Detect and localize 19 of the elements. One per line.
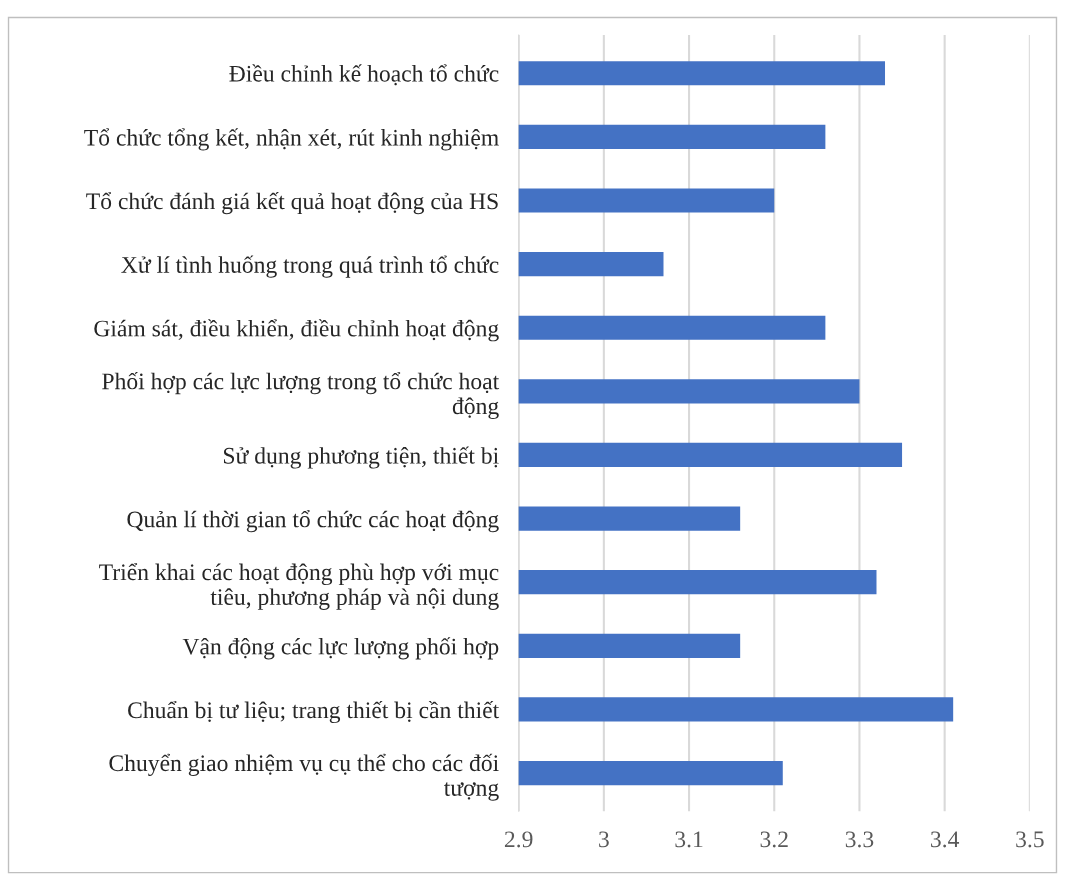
y-tick-label: Vận động các lực lượng phối hợp xyxy=(182,637,499,660)
y-tick-label: Điều chỉnh kế hoạch tổ chức xyxy=(229,64,499,86)
x-tick-label: 3.5 xyxy=(1016,831,1044,848)
x-tick-label: 3.4 xyxy=(931,831,960,848)
y-tick-label: Quản lí thời gian tổ chức các hoạt động xyxy=(127,510,499,533)
x-tick-label: 2.9 xyxy=(504,831,533,848)
x-tick-label: 3.2 xyxy=(760,831,788,848)
y-tick-label: Xử lí tình huống trong quá trình tổ chức xyxy=(121,255,499,278)
y-tick-label: Giám sát, điều khiển, điều chỉnh hoạt động xyxy=(94,319,499,342)
y-tick-label: Phối hợp các lực lượng trong tổ chức hoạt động xyxy=(102,372,500,420)
x-tick-label: 3.1 xyxy=(675,831,703,848)
x-tick-label: 3.3 xyxy=(845,831,874,848)
x-tick-label: 3 xyxy=(599,831,609,848)
y-tick-label: Tổ chức tổng kết, nhận xét, rút kinh nghiệm xyxy=(84,128,499,151)
y-tick-label: Chuyển giao nhiệm vụ cụ thể cho các đối tượng xyxy=(109,753,499,801)
y-tick-label: Sử dụng phương tiện, thiết bị xyxy=(223,446,499,469)
y-tick-label: Chuẩn bị tư liệu; trang thiết bị cần thiết xyxy=(128,700,500,724)
y-tick-label: Tổ chức đánh giá kết quả hoạt động của HS xyxy=(86,191,498,215)
y-tick-label: Triển khai các hoạt động phù hợp với mục tiêu, phương pháp và nội dung xyxy=(99,562,499,610)
